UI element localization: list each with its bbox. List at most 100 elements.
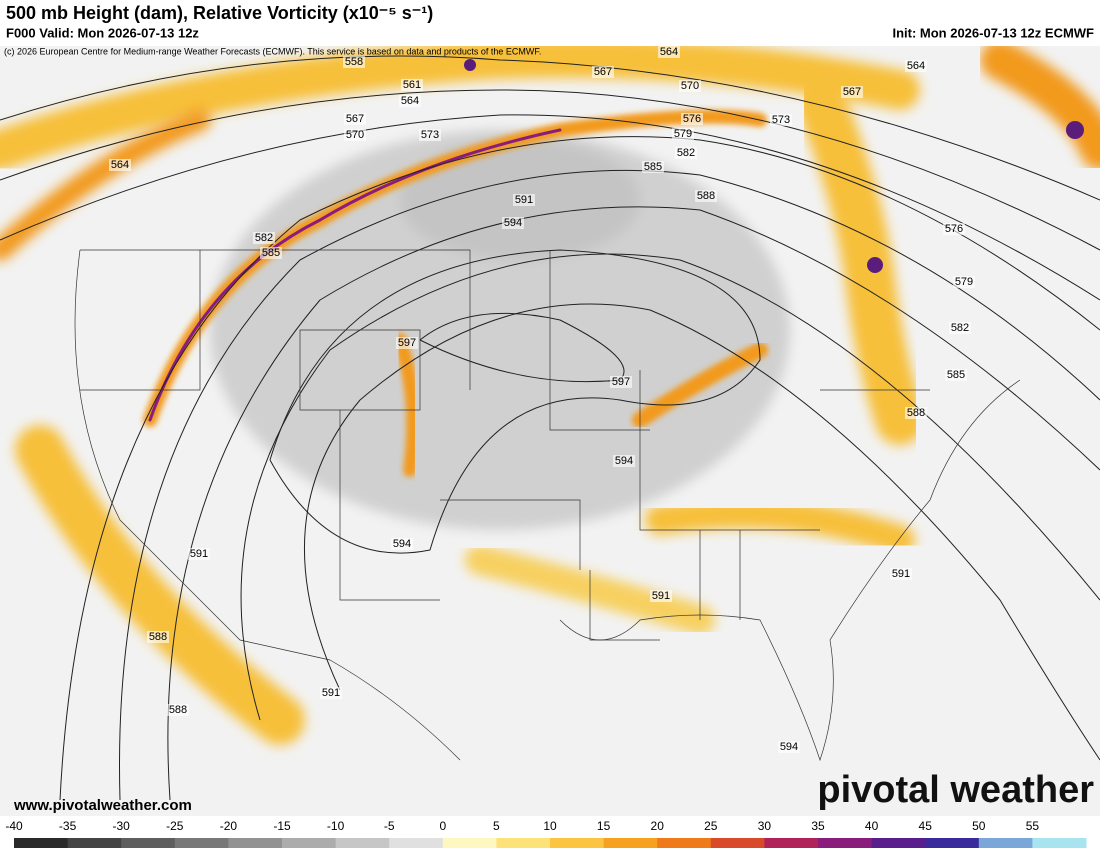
colorbar-cell xyxy=(528,838,540,848)
colorbar-cell xyxy=(796,838,808,848)
colorbar-cell xyxy=(378,838,390,848)
colorbar-cell xyxy=(592,838,605,848)
contour-label: 576 xyxy=(945,223,963,235)
label-halo xyxy=(260,247,282,259)
colorbar-cell xyxy=(282,838,294,848)
colorbar-cell xyxy=(657,838,669,848)
label-halo xyxy=(343,56,365,68)
colorbar-cell xyxy=(571,838,583,848)
contour-label: 564 xyxy=(401,95,419,107)
colorbar-cell xyxy=(399,838,412,848)
colorbar-cell xyxy=(700,838,712,848)
colorbar-cell xyxy=(367,838,379,848)
logo: pivotal weather xyxy=(817,769,1094,811)
contour-label: 588 xyxy=(149,631,167,643)
colorbar-cell xyxy=(121,838,133,848)
colorbar-cell xyxy=(228,838,240,848)
colorbar-cell xyxy=(153,838,165,848)
contour-label: 579 xyxy=(674,128,692,140)
colorbar-cell xyxy=(110,838,122,848)
colorbar-cell xyxy=(185,838,197,848)
contour-label: 585 xyxy=(644,161,662,173)
colorbar-cell xyxy=(260,838,272,848)
label-halo xyxy=(109,159,131,171)
contour-label: 582 xyxy=(255,232,273,244)
colorbar-cell xyxy=(249,838,262,848)
label-halo xyxy=(419,129,441,141)
colorbar-cell xyxy=(635,838,647,848)
label-halo xyxy=(650,590,672,602)
label-halo xyxy=(253,232,275,244)
label-halo xyxy=(770,114,792,126)
colorbar-cell xyxy=(346,838,358,848)
contour-label: 585 xyxy=(262,247,280,259)
colorbar-cell xyxy=(357,838,369,848)
contour-label: 591 xyxy=(322,687,340,699)
colorbar-cell xyxy=(324,838,337,848)
colorbar-cell xyxy=(1010,838,1023,848)
label-halo xyxy=(949,322,971,334)
colorbar-cell xyxy=(271,838,283,848)
label-halo xyxy=(188,548,210,560)
colorbar-cell xyxy=(839,838,851,848)
label-halo xyxy=(681,113,703,125)
colorbar-tick-label: -25 xyxy=(166,819,184,833)
valid-time: F000 Valid: Mon 2026-07-13 12z xyxy=(6,25,199,40)
colorbar-tick-label: -35 xyxy=(59,819,77,833)
colorbar-cell xyxy=(828,838,840,848)
label-halo xyxy=(953,276,975,288)
colorbar-cell xyxy=(721,838,733,848)
label-halo xyxy=(320,687,342,699)
colorbar-cell xyxy=(957,838,969,848)
colorbar-tick-label: 20 xyxy=(651,819,665,833)
website: www.pivotalweather.com xyxy=(13,797,192,814)
colorbar-cell xyxy=(1032,838,1044,848)
label-halo xyxy=(890,568,912,580)
colorbar-tick-label: 5 xyxy=(493,819,500,833)
label-halo xyxy=(502,217,524,229)
label-halo xyxy=(399,95,421,107)
label-halo xyxy=(613,455,635,467)
colorbar-cell xyxy=(131,838,144,848)
contour-label: 567 xyxy=(594,66,612,78)
colorbar-tick-label: 50 xyxy=(972,819,986,833)
colorbar-tick-label: 45 xyxy=(919,819,933,833)
colorbar-cell xyxy=(807,838,819,848)
label-halo xyxy=(344,129,366,141)
label-halo xyxy=(945,369,967,381)
colorbar-tick-label: -30 xyxy=(113,819,131,833)
colorbar-cell xyxy=(78,838,90,848)
label-halo xyxy=(147,631,169,643)
label-halo xyxy=(396,337,418,349)
contour-label: 564 xyxy=(660,46,678,58)
contour-label: 570 xyxy=(346,129,364,141)
label-halo xyxy=(610,376,632,388)
contour-label: 573 xyxy=(421,129,439,141)
contour-label: 582 xyxy=(677,147,695,159)
colorbar-cell xyxy=(389,838,401,848)
colorbar-tick-label: 30 xyxy=(758,819,772,833)
colorbar-cell xyxy=(614,838,626,848)
label-halo xyxy=(592,66,614,78)
contour-label: 585 xyxy=(947,369,965,381)
contour-label: 597 xyxy=(612,376,630,388)
colorbar-cell xyxy=(710,838,723,848)
colorbar-cell xyxy=(507,838,519,848)
contour-label: 591 xyxy=(190,548,208,560)
contour-label: 591 xyxy=(892,568,910,580)
label-halo xyxy=(905,407,927,419)
colorbar-cell xyxy=(410,838,422,848)
label-halo xyxy=(675,147,697,159)
label-halo xyxy=(695,190,717,202)
contour-label: 588 xyxy=(697,190,715,202)
colorbar-tick-label: 10 xyxy=(543,819,557,833)
colorbar-tick-label: 35 xyxy=(811,819,825,833)
colorbar-cell xyxy=(882,838,894,848)
contour-label: 591 xyxy=(652,590,670,602)
colorbar-cell xyxy=(935,838,948,848)
contour-label: 591 xyxy=(515,194,533,206)
colorbar-cell xyxy=(764,838,776,848)
colorbar-cell xyxy=(421,838,433,848)
colorbar-cell xyxy=(646,838,658,848)
contour-label: 567 xyxy=(346,113,364,125)
